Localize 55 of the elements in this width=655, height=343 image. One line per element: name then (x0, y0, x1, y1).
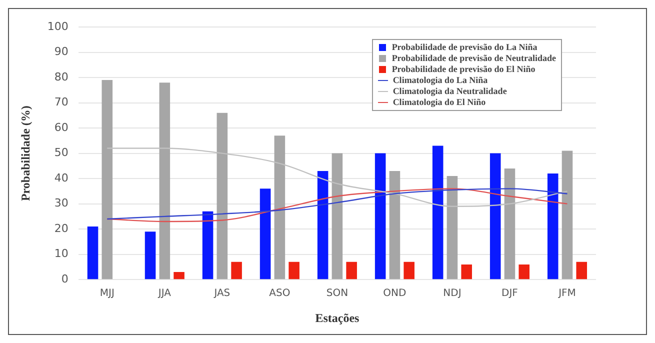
y-axis-title: Probabilidade (%) (18, 106, 32, 202)
y-tick-label: 100 (47, 20, 68, 33)
bar (332, 153, 343, 280)
bar (159, 82, 170, 280)
y-tick-label: 10 (54, 247, 68, 260)
x-axis-title: Estações (315, 310, 360, 325)
x-tick-label: OND (383, 288, 407, 300)
bar (389, 170, 400, 280)
legend-label: Probabilidade de previsão do El Niño (392, 64, 536, 75)
bar (144, 232, 156, 280)
bar (346, 262, 357, 280)
legend-label: Climatologia da Neutralidade (392, 86, 507, 97)
x-tick-label: MJJ (100, 288, 114, 300)
legend-label: Climatologia do La Niña (392, 75, 488, 86)
legend-label: Probabilidade de previsão do La Niña (392, 42, 538, 53)
bar (432, 146, 444, 280)
bar (274, 136, 286, 280)
bar (87, 226, 98, 280)
bar (216, 112, 228, 280)
bar (260, 188, 271, 280)
bar (461, 264, 472, 280)
bar (202, 211, 214, 280)
bar (374, 153, 386, 280)
x-tick-label: SON (326, 288, 348, 300)
legend-label: Probabilidade de previsão de Neutralidade (392, 53, 556, 64)
y-tick-label: 40 (54, 171, 68, 184)
bar (547, 174, 558, 280)
y-tick-label: 50 (54, 146, 68, 160)
x-tick-label: JJA (157, 288, 172, 300)
bar (231, 262, 242, 280)
bar (446, 176, 458, 280)
y-tick-label: 70 (54, 96, 68, 109)
bar (518, 264, 530, 280)
bar (288, 262, 300, 280)
y-tick-label: 90 (54, 45, 68, 58)
y-tick-label: 20 (54, 222, 68, 235)
y-tick-label: 30 (54, 196, 68, 210)
x-tick-label: DJF (502, 288, 518, 300)
bar (562, 150, 573, 280)
y-tick-label: 0 (61, 272, 68, 286)
bar (404, 262, 414, 280)
y-tick-label: 60 (54, 120, 68, 134)
bar (317, 170, 328, 280)
bar (576, 262, 588, 280)
x-tick-label: JAS (213, 288, 230, 300)
bar (504, 168, 516, 280)
bar (102, 80, 113, 280)
legend-label: Climatologia do El Niño (392, 97, 486, 108)
x-tick-label: NDJ (443, 288, 462, 300)
bar (490, 153, 501, 280)
x-tick-label: JFM (558, 288, 576, 300)
y-tick-label: 80 (54, 70, 68, 84)
x-tick-label: ASO (269, 288, 290, 300)
line-series (106, 148, 568, 207)
bar (174, 272, 184, 280)
